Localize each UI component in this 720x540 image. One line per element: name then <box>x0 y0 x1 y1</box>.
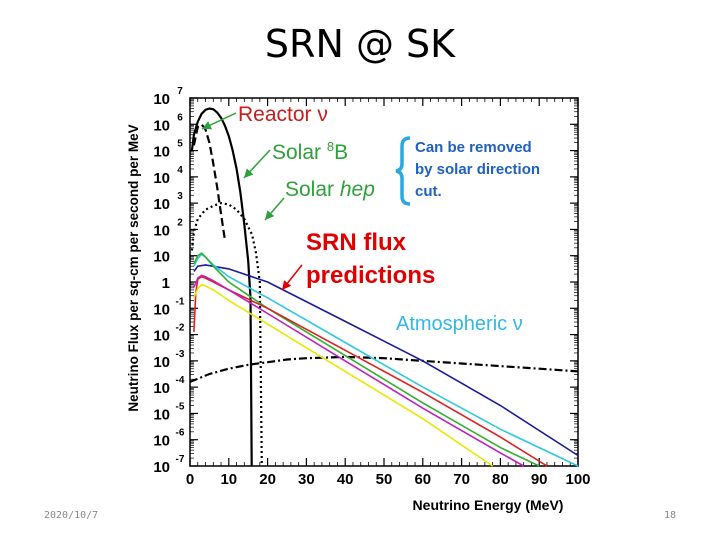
srn-arrow <box>281 264 303 291</box>
y-tick-label: 10 <box>153 170 170 187</box>
footer-page-number: 18 <box>664 510 677 521</box>
y-tick-label: 10 <box>153 117 170 134</box>
y-tick-label: 10 <box>153 328 170 345</box>
y-tick-label: 10 <box>153 249 170 266</box>
solar-hep-prefix: Solar <box>285 178 340 201</box>
y-tick-label: 10 <box>153 433 170 450</box>
series-line <box>193 283 494 467</box>
solar-8b-sup: 8 <box>327 139 334 154</box>
y-tick-exponent: -3 <box>176 349 185 360</box>
series-line <box>190 201 263 467</box>
y-tick-exponent: 4 <box>177 165 183 176</box>
y-tick-label: 1 <box>162 275 170 292</box>
solar-hep-arrow <box>264 197 285 221</box>
solar-8b-prefix: Solar <box>272 141 327 164</box>
y-tick-exponent: 7 <box>177 86 183 97</box>
solar-hep-label: Solar hep <box>285 178 375 201</box>
slide-title: SRN @ SK <box>264 22 456 66</box>
remove-line-2: by solar direction <box>415 161 540 178</box>
solar-8b-arrow <box>243 149 271 179</box>
y-tick-exponent: 6 <box>177 112 183 123</box>
footer-date: 2020/10/7 <box>44 510 99 521</box>
x-tick-label: 50 <box>376 471 393 488</box>
y-tick-exponent: 2 <box>177 217 183 228</box>
y-tick-exponent: -4 <box>176 375 185 386</box>
y-tick-exponent: -2 <box>176 323 185 334</box>
y-tick-label: 10 <box>153 196 170 213</box>
x-tick-label: 80 <box>492 471 509 488</box>
x-tick-label: 0 <box>186 471 194 488</box>
series-line <box>193 253 579 467</box>
y-tick-label: 10 <box>153 91 170 108</box>
solar-hep-italic: hep <box>340 178 375 201</box>
reactor-label: Reactor ν <box>238 103 328 126</box>
series-line <box>192 122 226 241</box>
srn-line-2: predictions <box>306 262 435 289</box>
solar-8b-label: Solar 8B <box>272 139 348 164</box>
series-line <box>189 355 579 383</box>
x-tick-label: 40 <box>337 471 354 488</box>
solar-bracket <box>395 136 411 206</box>
x-tick-label: 100 <box>565 471 590 488</box>
atmospheric-label: Atmospheric ν <box>396 313 523 335</box>
y-tick-exponent: 5 <box>177 139 183 150</box>
y-tick-label: 10 <box>153 301 170 318</box>
y-tick-label: 10 <box>153 459 170 476</box>
x-tick-label: 60 <box>414 471 431 488</box>
x-tick-label: 70 <box>453 471 470 488</box>
y-tick-exponent: -5 <box>176 401 185 412</box>
series-line <box>190 107 253 467</box>
x-tick-label: 20 <box>259 471 276 488</box>
remove-line-1: Can be removed <box>415 139 532 156</box>
y-tick-exponent: -1 <box>176 296 185 307</box>
x-tick-label: 90 <box>531 471 548 488</box>
srn-line-1: SRN flux <box>306 229 407 256</box>
x-tick-label: 30 <box>298 471 315 488</box>
y-tick-label: 10 <box>153 354 170 371</box>
solar-8b-suffix: B <box>334 141 348 164</box>
x-tick-labels: 0 10 20 30 40 50 60 70 80 90 100 <box>186 471 591 488</box>
y-tick-label: 10 <box>153 380 170 397</box>
reactor-arrow <box>201 112 237 130</box>
x-axis-label: Neutrino Energy (MeV) <box>413 497 564 513</box>
series-line <box>193 252 540 467</box>
y-tick-label: 10 <box>153 144 170 161</box>
y-tick-exponent: 3 <box>177 191 183 202</box>
y-axis-label: Neutrino Flux per sq-cm per second per M… <box>126 124 141 411</box>
x-tick-label: 10 <box>220 471 237 488</box>
y-tick-labels: 10 -7 10 -6 10 -5 10 -4 10 -3 10 -2 10 -1 1 10 10 2 10 3 10 4… <box>153 86 185 476</box>
y-tick-exponent: -6 <box>176 428 185 439</box>
series-group <box>189 107 579 467</box>
y-tick-label: 10 <box>153 222 170 239</box>
remove-line-3: cut. <box>415 183 442 200</box>
y-tick-exponent: -7 <box>176 454 185 465</box>
series-line <box>193 264 579 457</box>
series-line <box>193 274 525 467</box>
y-tick-label: 10 <box>153 406 170 423</box>
